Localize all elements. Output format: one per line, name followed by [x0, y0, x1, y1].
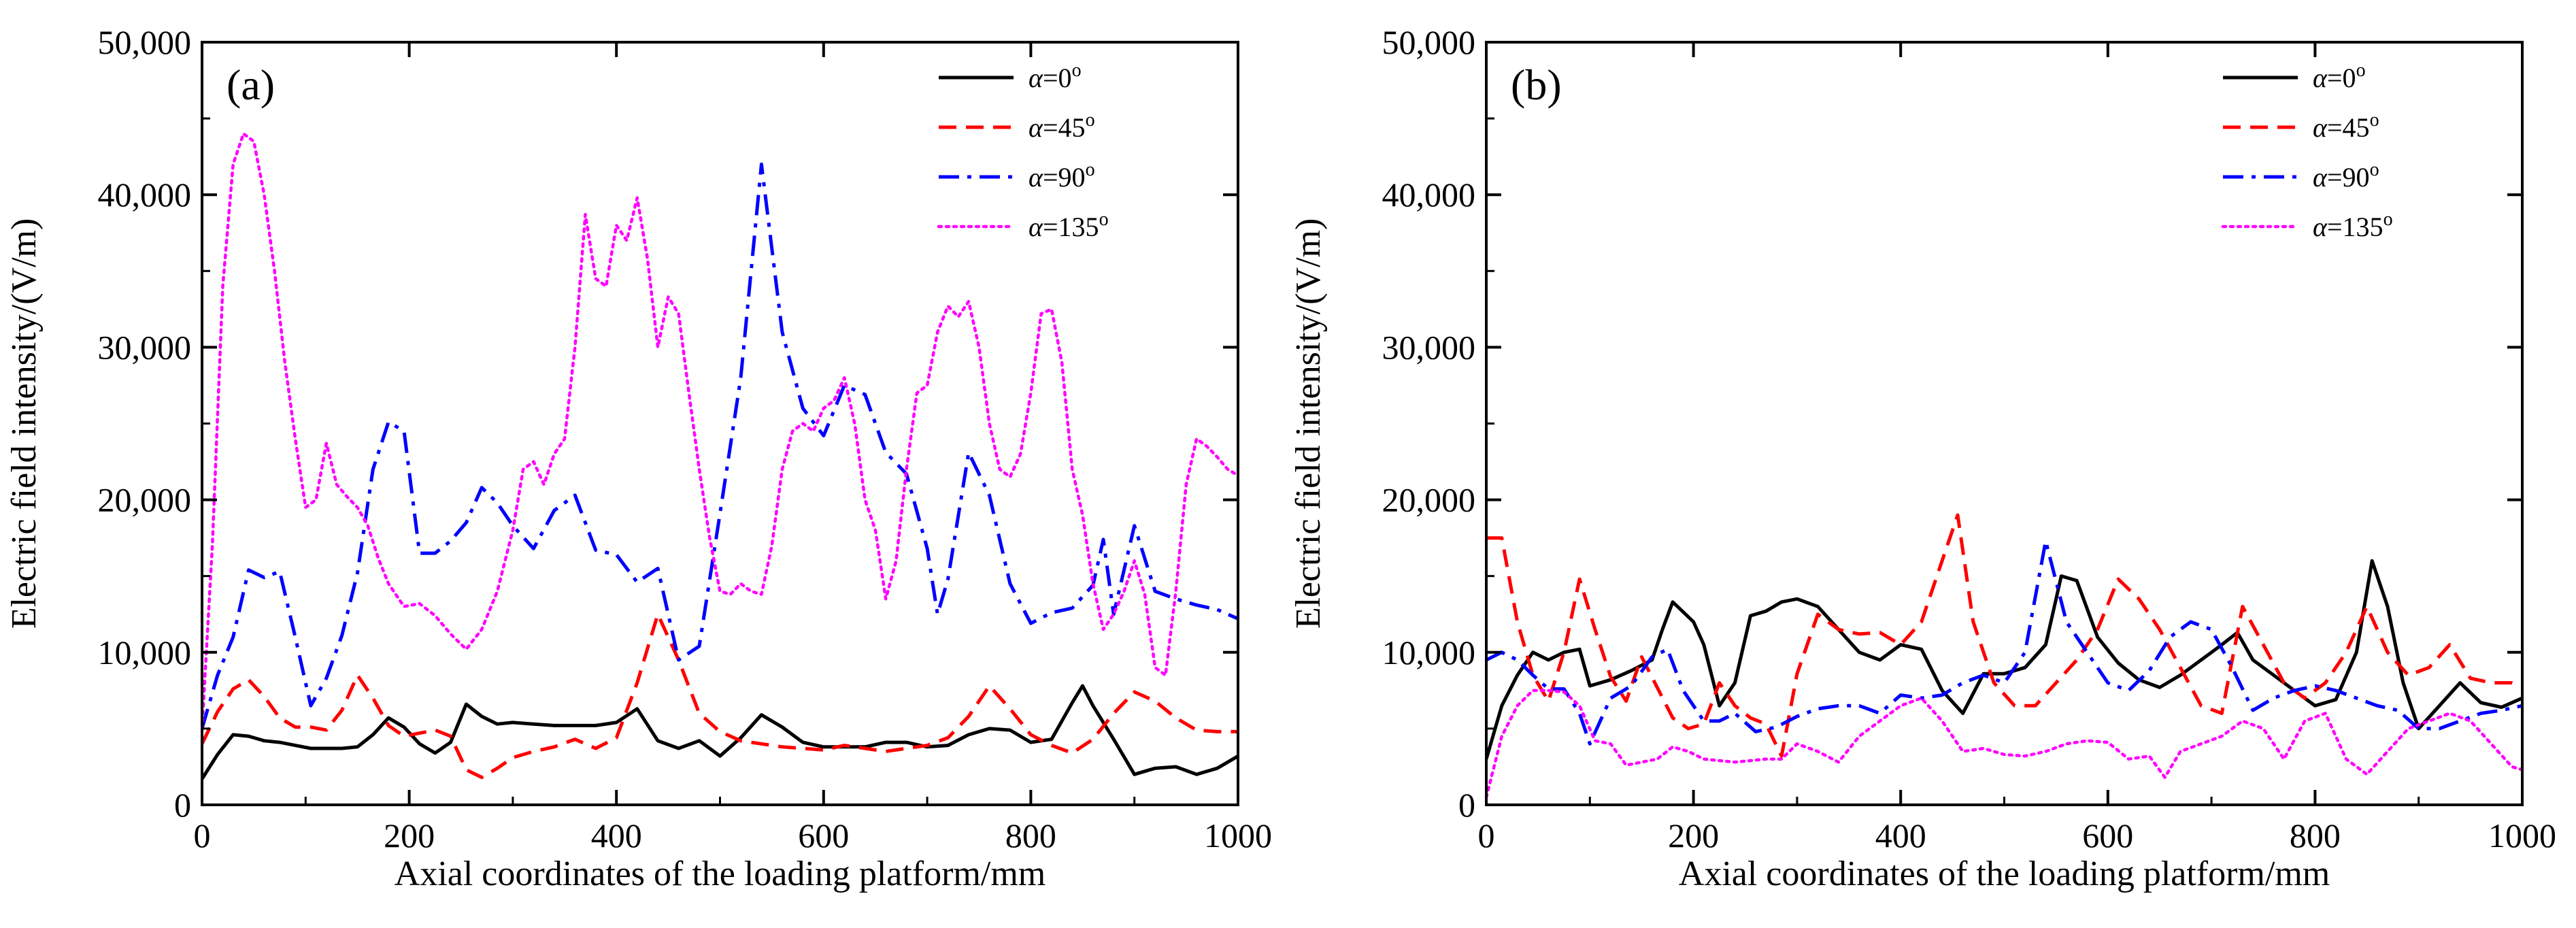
series-line-alpha-135 [1486, 689, 2522, 799]
y-tick-label: 10,000 [1382, 633, 1476, 672]
legend-value: =45 [1043, 112, 1086, 143]
legend-value: =45 [2327, 112, 2370, 143]
legend-alpha: α [2313, 162, 2328, 193]
series-line-alpha-45 [202, 612, 1238, 780]
panel-label: (a) [227, 61, 275, 109]
legend-value: =135 [1043, 212, 1099, 242]
x-tick-label: 600 [2082, 816, 2133, 855]
x-axis-label: Axial coordinates of the loading platfor… [1679, 855, 2330, 893]
x-tick-label: 200 [384, 816, 435, 855]
y-tick-label: 0 [1458, 786, 1475, 824]
legend-degree: o [2356, 60, 2366, 81]
legend-degree: o [1072, 60, 1082, 81]
y-tick-label: 50,000 [1382, 23, 1476, 61]
legend-entry: α=135o [2313, 209, 2393, 242]
legend-degree: o [2383, 209, 2393, 230]
panel-label: (b) [1511, 61, 1562, 109]
x-tick-label: 1000 [1204, 816, 1272, 855]
legend-entry: α=45o [1028, 110, 1095, 143]
x-tick-label: 800 [2290, 816, 2341, 855]
x-tick-label: 400 [591, 816, 642, 855]
series-line-alpha-90 [1486, 539, 2522, 746]
y-tick-label: 40,000 [1382, 176, 1476, 214]
y-tick-label: 30,000 [1382, 328, 1476, 366]
panel-b: 0 200 400 600 800 1000 0 10,000 20,000 30,000 40,0… [1289, 23, 2556, 893]
legend-alpha: α [1028, 162, 1043, 193]
legend-entry: α=0o [1028, 60, 1082, 93]
legend-value: =0 [1043, 63, 1072, 93]
legend-entry: α=90o [1028, 159, 1095, 193]
y-axis-label: Electric field intensity/(V/m) [5, 218, 44, 629]
x-tick-label: 800 [1005, 816, 1056, 855]
y-tick-label: 40,000 [98, 176, 192, 214]
x-tick-label: 0 [194, 816, 211, 855]
series-line-alpha-135 [202, 132, 1238, 731]
y-tick-label: 0 [174, 786, 191, 824]
legend-degree: o [1086, 159, 1095, 180]
series-group [1486, 513, 2522, 799]
x-tick-label: 1000 [2488, 816, 2556, 855]
legend-value: =135 [2327, 212, 2383, 242]
y-tick-label: 50,000 [98, 23, 192, 61]
legend-alpha: α [1028, 63, 1043, 93]
legend-entry: α=135o [1028, 209, 1109, 242]
legend-entry: α=90o [2313, 159, 2379, 193]
panel-a: 0 200 400 600 800 1000 0 10,000 20,000 30,000 40,0… [5, 23, 1272, 893]
x-tick-label: 0 [1478, 816, 1495, 855]
legend-value: =90 [1043, 162, 1086, 193]
legend-value: =0 [2327, 63, 2356, 93]
legend-alpha: α [2313, 63, 2328, 93]
series-line-alpha-90 [202, 162, 1238, 729]
legend-degree: o [2370, 159, 2379, 180]
series-group [202, 132, 1238, 780]
plot-frame [1485, 41, 2524, 806]
legend-entry: α=45o [2313, 110, 2379, 143]
x-axis-label: Axial coordinates of the loading platfor… [395, 855, 1046, 893]
legend-alpha: α [2313, 112, 2328, 143]
legend-degree: o [2370, 110, 2379, 131]
legend-degree: o [1099, 209, 1109, 230]
plot-frame [201, 41, 1239, 806]
y-tick-label: 20,000 [98, 481, 192, 519]
series-line-alpha-0 [1486, 559, 2522, 760]
legend-alpha: α [1028, 112, 1043, 143]
x-tick-label: 200 [1668, 816, 1719, 855]
x-tick-label: 600 [798, 816, 849, 855]
y-tick-label: 20,000 [1382, 481, 1476, 519]
series-line-alpha-45 [1486, 513, 2522, 758]
y-axis-label: Electric field intensity/(V/m) [1289, 218, 1328, 629]
y-tick-label: 10,000 [98, 633, 192, 672]
x-tick-label: 400 [1875, 816, 1926, 855]
legend-degree: o [1086, 110, 1095, 131]
y-tick-label: 30,000 [98, 328, 192, 366]
legend-alpha: α [2313, 212, 2328, 242]
legend-value: =90 [2327, 162, 2370, 193]
legend-alpha: α [1028, 212, 1043, 242]
series-line-alpha-0 [202, 684, 1238, 780]
legend-entry: α=0o [2313, 60, 2366, 93]
